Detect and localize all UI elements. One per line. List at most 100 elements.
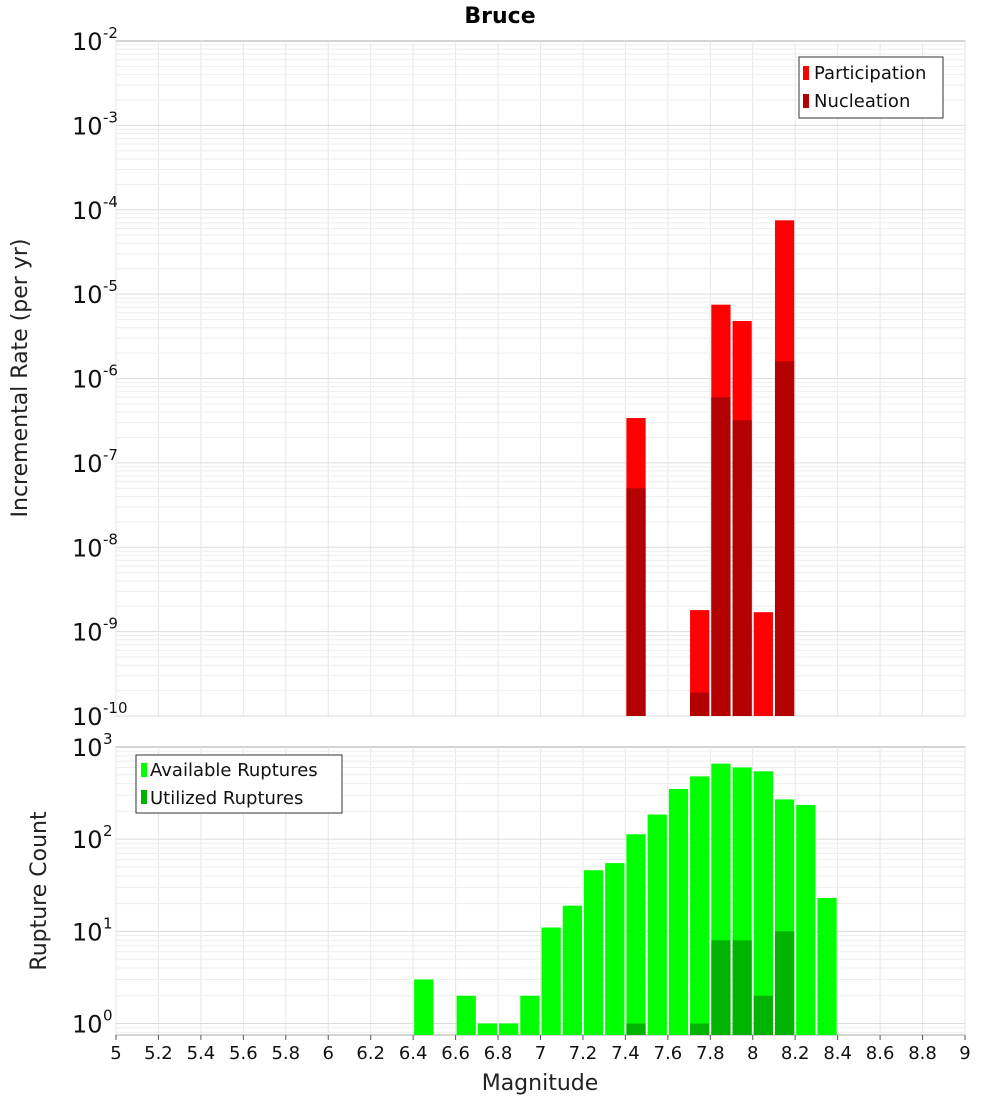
count-y-tick-label: 10 [72,734,103,762]
count-y-axis-label: Rupture Count [27,811,52,971]
rate-y-tick-exponent: -6 [103,362,118,380]
count-legend: Available Ruptures Utilized Ruptures [135,754,343,814]
rate-y-tick-exponent: -4 [103,193,118,211]
rate-y-tick-exponent: -10 [103,699,128,717]
bar-available-ruptures-6.95 [520,995,540,1035]
x-tick-label: 7.4 [611,1043,640,1064]
x-tick-label: 6 [323,1043,334,1064]
count-y-tick-label: 10 [72,1010,103,1038]
legend-swatch-utilized [141,790,147,804]
bar-utilized-ruptures-8.05 [753,995,773,1035]
bar-available-ruptures-7.55 [647,814,667,1035]
count-y-tick-label: 10 [72,918,103,946]
bar-available-ruptures-6.75 [477,1023,498,1035]
x-tick-label: 6.6 [441,1043,470,1064]
bar-participation-7.75 [690,610,710,716]
x-tick-label: 5 [110,1043,121,1064]
rate-y-tick-exponent: -9 [103,615,118,633]
rate-y-tick-exponent: -5 [103,277,118,295]
legend-swatch-participation [803,66,809,80]
legend-swatch-available [141,763,147,777]
bar-available-ruptures-7.35 [605,863,625,1035]
count-y-tick-exponent: 1 [103,914,113,932]
rate-y-tick-label: 10 [72,366,103,394]
x-tick-label: 8 [747,1043,758,1064]
rate-legend: Participation Nucleation [798,56,944,119]
rate-y-tick-label: 10 [72,28,103,56]
bar-available-ruptures-8.05 [753,771,773,1035]
x-tick-label: 8.4 [823,1043,852,1064]
x-tick-label: 6.2 [356,1043,385,1064]
x-tick-label: 8.2 [781,1043,810,1064]
rate-y-tick-exponent: -2 [103,24,118,42]
bar-utilized-ruptures-7.95 [732,940,752,1035]
bar-utilized-ruptures-8.15 [774,931,795,1035]
legend-label-participation: Participation [814,63,926,84]
count-y-tick-exponent: 3 [103,730,113,748]
bar-available-ruptures-7.05 [541,927,561,1035]
rate-y-tick-label: 10 [72,534,103,562]
count-y-tick-label: 10 [72,826,103,854]
x-tick-label: 7.8 [696,1043,725,1064]
bar-utilized-ruptures-7.45 [626,1023,646,1035]
rate-y-axis-label: Incremental Rate (per yr) [8,239,33,518]
legend-label-utilized: Utilized Ruptures [150,788,303,809]
legend-label-nucleation: Nucleation [814,91,910,112]
x-tick-label: 9 [959,1043,970,1064]
rate-y-tick-exponent: -8 [103,530,118,548]
bar-available-ruptures-6.45 [414,979,434,1035]
rate-y-ticks: 10-210-310-410-510-610-710-810-910-10 [72,24,128,731]
bar-available-ruptures-7.75 [690,776,710,1035]
x-tick-label: 7 [535,1043,546,1064]
bar-available-ruptures-7.15 [562,905,582,1035]
x-tick-label: 6.8 [484,1043,513,1064]
bar-available-ruptures-8.25 [796,804,816,1035]
rate-y-tick-label: 10 [72,619,103,647]
rate-y-tick-exponent: -3 [103,108,118,126]
bar-nucleation-8.15 [774,361,795,716]
rate-y-tick-label: 10 [72,450,103,478]
rate-y-tick-label: 10 [72,703,103,731]
x-tick-label: 7.6 [654,1043,683,1064]
chart-title: Bruce [464,4,535,29]
rate-y-tick-label: 10 [72,112,103,140]
rate-plot: 10-210-310-410-510-610-710-810-910-10 In… [8,24,966,731]
count-bars [414,763,837,1035]
bar-available-ruptures-7.65 [668,789,689,1035]
bar-nucleation-7.75 [690,692,710,716]
x-tick-label: 8.6 [866,1043,895,1064]
x-tick-label: 5.6 [229,1043,258,1064]
x-axis-label: Magnitude [482,1071,599,1096]
bar-available-ruptures-8.35 [817,897,837,1035]
bar-nucleation-7.85 [711,397,731,716]
bar-nucleation-7.45 [626,488,646,716]
bar-utilized-ruptures-7.85 [711,940,731,1035]
legend-label-available: Available Ruptures [150,760,318,781]
rate-legend-box [798,56,944,119]
x-tick-label: 8.8 [908,1043,937,1064]
rate-y-tick-label: 10 [72,197,103,225]
count-y-tick-exponent: 2 [103,822,113,840]
bar-available-ruptures-6.85 [499,1023,519,1035]
bar-available-ruptures-7.45 [626,834,646,1035]
rate-bars [626,220,795,717]
bar-participation-8.05 [753,612,773,716]
bar-available-ruptures-7.25 [583,870,604,1035]
x-tick-label: 6.4 [399,1043,428,1064]
x-tick-label: 7.2 [569,1043,598,1064]
x-tick-label: 5.2 [144,1043,173,1064]
rate-y-tick-label: 10 [72,281,103,309]
x-tick-label: 5.4 [187,1043,216,1064]
count-x-ticks: 5 5.2 5.4 5.6 5.8 6 6.2 6.4 6.6 6.8 7 7.2 7.4 7.6 7.8 8… [110,1035,971,1064]
x-tick-label: 5.8 [271,1043,300,1064]
legend-swatch-nucleation [803,94,809,108]
rate-y-tick-exponent: -7 [103,446,118,464]
count-y-tick-exponent: 0 [103,1006,113,1024]
rate-grid [115,41,966,717]
bar-nucleation-7.95 [732,420,752,716]
bar-available-ruptures-6.65 [456,995,476,1035]
count-legend-box [135,754,343,814]
